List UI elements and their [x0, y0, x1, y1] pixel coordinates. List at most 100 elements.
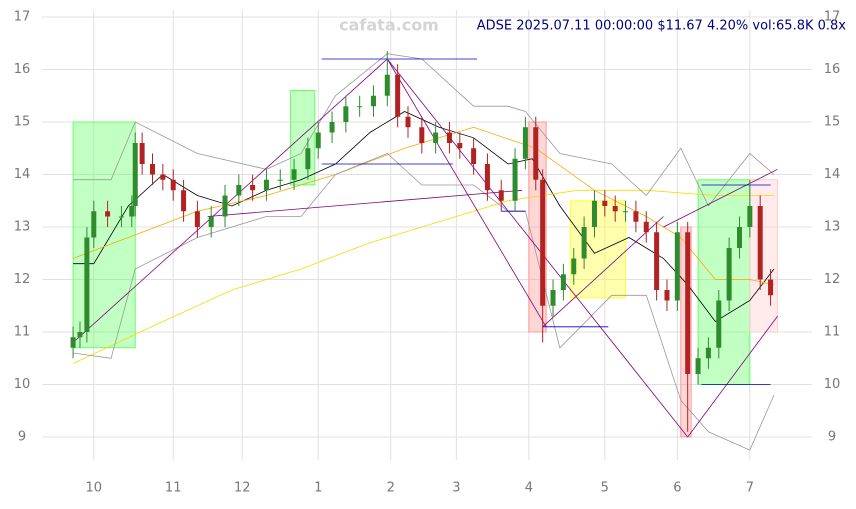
- candle-body: [457, 143, 463, 149]
- candle-body: [498, 190, 504, 201]
- candle-body: [695, 358, 701, 374]
- candle-body: [446, 132, 452, 143]
- candle-body: [623, 211, 629, 213]
- candle-body: [705, 347, 711, 359]
- candle-body: [194, 211, 200, 227]
- candle-body: [726, 248, 732, 301]
- x-tick-label: 2: [387, 481, 395, 496]
- zone-box: [72, 121, 136, 349]
- candle-body: [329, 122, 335, 133]
- candle-body: [664, 290, 670, 301]
- candle-body: [560, 274, 566, 290]
- candle-body: [132, 143, 138, 206]
- y-tick-label: 10: [14, 377, 31, 392]
- candle-body: [484, 164, 490, 191]
- candle-body: [768, 279, 774, 296]
- candle-body: [757, 206, 763, 280]
- candle-body: [105, 211, 111, 217]
- candle-body: [222, 195, 228, 217]
- candle-body: [633, 211, 639, 222]
- candle-body: [685, 232, 691, 374]
- candle-body: [250, 185, 256, 191]
- y-tick-label: 15: [14, 115, 31, 130]
- y-tick-label: 11: [14, 325, 31, 340]
- watermark: cafata.com: [339, 16, 439, 35]
- candle-body: [208, 216, 214, 227]
- x-tick-label: 10: [86, 481, 103, 496]
- candle-body: [77, 332, 83, 338]
- indicator-line: [72, 189, 774, 364]
- candle-body: [84, 237, 90, 332]
- y-tick-label: 13: [14, 220, 31, 235]
- candle-body: [91, 211, 97, 238]
- candle-body: [343, 106, 349, 122]
- candle-body: [602, 200, 608, 206]
- candle-body: [277, 179, 283, 181]
- trend-line: [207, 189, 523, 217]
- candle-body: [70, 337, 76, 348]
- x-tick-label: 5: [601, 481, 609, 496]
- candle-body: [533, 127, 539, 180]
- candle-body: [315, 132, 321, 149]
- x-tick-label: 4: [525, 481, 533, 496]
- candle-body: [591, 200, 597, 227]
- trend-line: [663, 168, 778, 228]
- y-tick-label: 9: [828, 430, 836, 445]
- candle-body: [305, 148, 311, 170]
- x-tick-label: 12: [234, 481, 251, 496]
- y-tick-label: 10: [824, 377, 841, 392]
- y-tick-label: 9: [18, 430, 26, 445]
- chart-title: ADSE 2025.07.11 00:00:00 $11.67 4.20% vo…: [477, 19, 847, 34]
- trend-line: [386, 58, 547, 328]
- y-tick-label: 12: [14, 272, 31, 287]
- x-tick-label: 6: [673, 481, 681, 496]
- y-tick-label: 14: [824, 167, 841, 182]
- candle-body: [291, 169, 297, 180]
- indicator-line: [73, 153, 775, 451]
- candle-body: [357, 106, 363, 108]
- y-tick-label: 13: [824, 220, 841, 235]
- zone-box: [569, 200, 627, 299]
- candle-body: [370, 95, 376, 107]
- candle-body: [118, 216, 124, 218]
- candle-body: [471, 148, 477, 164]
- candle-body: [512, 158, 518, 201]
- candle-body: [736, 227, 742, 248]
- trend-line: [542, 216, 664, 328]
- x-tick-label: 11: [165, 481, 182, 496]
- y-tick-label: 11: [824, 325, 841, 340]
- candle-body: [643, 221, 649, 233]
- x-tick-label: 1: [314, 481, 322, 496]
- y-tick-label: 17: [824, 10, 841, 25]
- candle-body: [170, 179, 176, 191]
- y-tick-label: 15: [824, 115, 841, 130]
- candle-body: [581, 227, 587, 259]
- candle-body: [747, 206, 753, 227]
- y-tick-label: 17: [14, 10, 31, 25]
- candle-body: [139, 143, 145, 164]
- candle-body: [612, 206, 618, 212]
- x-tick-label: 3: [452, 481, 460, 496]
- trend-line: [72, 58, 388, 343]
- x-tick-label: 7: [746, 481, 754, 496]
- candle-body: [160, 174, 166, 180]
- zone-box: [749, 179, 778, 333]
- zone-box: [697, 179, 751, 385]
- candle-body: [405, 116, 411, 128]
- candle-body: [236, 185, 242, 196]
- candle-body: [181, 190, 187, 212]
- candle-body: [522, 127, 528, 159]
- candle-body: [129, 206, 135, 217]
- indicator-line: [73, 111, 775, 323]
- y-tick-label: 14: [14, 167, 31, 182]
- y-tick-label: 16: [14, 62, 31, 77]
- candle-body: [263, 179, 269, 191]
- candle-body: [149, 164, 155, 175]
- candle-body: [716, 300, 722, 348]
- candle-body: [419, 127, 425, 143]
- candle-body: [550, 290, 556, 306]
- candle-body: [384, 74, 390, 96]
- candle-body: [571, 258, 577, 275]
